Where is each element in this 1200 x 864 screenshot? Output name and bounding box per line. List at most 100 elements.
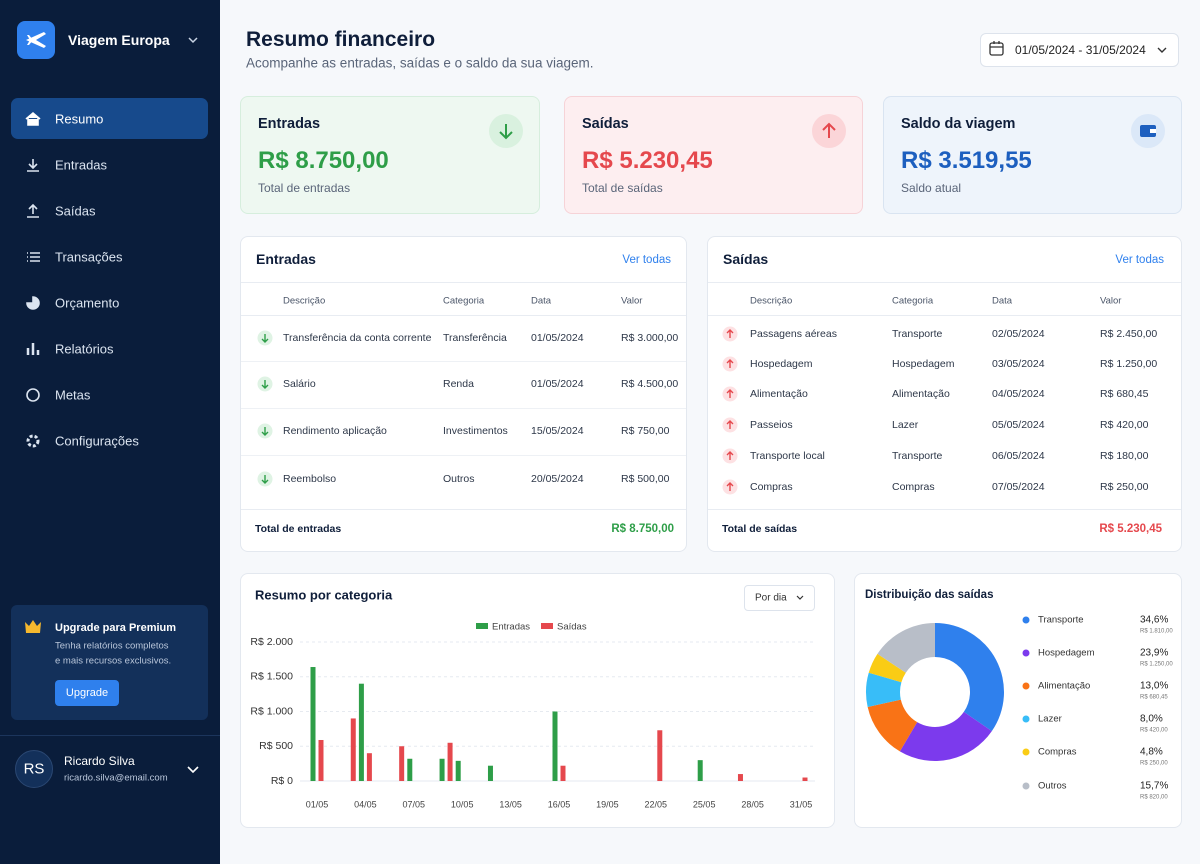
legend-dot: [1022, 649, 1030, 657]
table-cell: Lazer: [892, 419, 919, 431]
bar: [358, 683, 364, 781]
nav-item[interactable]: Metas: [55, 387, 91, 403]
nav-icon: [26, 296, 40, 310]
bar: [399, 746, 405, 781]
table-cell: R$ 420,00: [1100, 419, 1149, 431]
table-cell: Rendimento aplicação: [283, 425, 387, 437]
table-divider: [708, 282, 1181, 283]
nav-item[interactable]: Saídas: [55, 203, 96, 219]
table-cell: R$ 500,00: [621, 473, 670, 485]
calendar-icon: [990, 41, 1003, 48]
table-cell: Compras: [892, 481, 935, 493]
slice-percent: 13,0%: [1140, 681, 1168, 692]
user-name: Ricardo Silva: [64, 754, 135, 768]
row-icon-arrow: [261, 427, 269, 436]
legend-swatch: [541, 623, 553, 629]
nav-item[interactable]: Transações: [55, 249, 123, 265]
upgrade-text: Tenha relatórios completos: [55, 640, 169, 652]
table-cell: 03/05/2024: [992, 358, 1045, 370]
chart-panel: [240, 573, 835, 828]
table-cell: R$ 180,00: [1100, 450, 1149, 462]
date-picker[interactable]: [980, 33, 1179, 67]
period-select[interactable]: [744, 585, 815, 611]
slice-amount: R$ 250,00: [1140, 761, 1168, 767]
table-cell: Reembolso: [283, 473, 337, 485]
column-header: Valor: [1100, 295, 1122, 307]
bar: [657, 730, 663, 781]
bar: [407, 758, 413, 781]
pie-slice: [935, 623, 1004, 732]
card-title: Saldo da viagem: [901, 116, 1016, 132]
row-icon-arrow: [726, 389, 734, 398]
upgrade-button-label[interactable]: Upgrade: [65, 687, 109, 699]
table-cell: R$ 750,00: [621, 425, 670, 437]
bar: [455, 760, 461, 781]
nav-active[interactable]: [11, 98, 208, 139]
table-cell: Hospedagem: [750, 358, 813, 370]
page-title: Resumo financeiro: [246, 28, 436, 51]
logo-plane: [26, 32, 46, 48]
bar: [697, 760, 703, 781]
total-value: R$ 5.230,45: [1099, 523, 1162, 535]
table-cell: Transporte: [892, 450, 943, 462]
table-divider: [241, 509, 686, 510]
column-header: Categoria: [443, 295, 485, 307]
bar: [802, 777, 808, 781]
column-header: Descrição: [283, 295, 326, 307]
x-tick-label: 22/05: [645, 799, 668, 809]
y-tick-label: R$ 2.000: [250, 636, 293, 648]
table-divider: [708, 509, 1181, 510]
slice-amount: R$ 1.810,00: [1140, 629, 1173, 635]
pie-slice: [877, 623, 935, 673]
x-tick-label: 13/05: [499, 799, 522, 809]
nav-item[interactable]: Resumo: [55, 111, 104, 127]
nav-item[interactable]: Relatórios: [55, 341, 114, 357]
column-header: Valor: [621, 295, 643, 307]
table-cell: 06/05/2024: [992, 450, 1045, 462]
row-icon-arrow: [726, 451, 734, 460]
card-value: R$ 5.230,45: [582, 147, 713, 174]
table-cell: 20/05/2024: [531, 473, 584, 485]
legend-swatch: [476, 623, 488, 629]
chart-title: Distribuição das saídas: [865, 589, 994, 601]
period-label[interactable]: Por dia: [755, 592, 787, 604]
table-cell: R$ 3.000,00: [621, 332, 679, 344]
x-tick-label: 25/05: [693, 799, 716, 809]
date-range[interactable]: 01/05/2024 - 31/05/2024: [1015, 43, 1146, 57]
card-icon-arrow: [822, 122, 836, 138]
table-divider: [708, 315, 1181, 316]
table-cell: R$ 680,45: [1100, 388, 1149, 400]
table-link[interactable]: Ver todas: [622, 254, 671, 266]
bar: [487, 765, 493, 781]
nav-item[interactable]: Orçamento: [55, 295, 120, 311]
table-cell: Compras: [750, 481, 793, 493]
nav-item[interactable]: Configurações: [55, 433, 139, 449]
table-cell: R$ 2.450,00: [1100, 328, 1158, 340]
legend-dot: [1022, 782, 1030, 790]
table-title: Saídas: [723, 251, 769, 267]
pie-slice: [866, 672, 902, 708]
pie-slice: [899, 711, 992, 761]
table-cell: 15/05/2024: [531, 425, 584, 437]
bar: [737, 774, 743, 781]
slice-amount: R$ 820,00: [1140, 795, 1168, 801]
x-tick-label: 01/05: [306, 799, 329, 809]
row-icon-arrow: [726, 420, 734, 429]
bar: [318, 739, 324, 781]
nav-icon: [26, 343, 40, 355]
row-divider: [241, 455, 686, 456]
row-icon-arrow: [261, 334, 269, 343]
total-value: R$ 8.750,00: [611, 523, 674, 535]
nav-item[interactable]: Entradas: [55, 157, 108, 173]
column-header: Data: [992, 295, 1013, 307]
nav-icon: [25, 111, 41, 126]
legend-label: Transporte: [1038, 615, 1084, 626]
user-email: ricardo.silva@email.com: [64, 772, 168, 784]
table-link[interactable]: Ver todas: [1115, 254, 1164, 266]
nav-icon: [26, 388, 40, 402]
slice-percent: 23,9%: [1140, 648, 1168, 659]
table-title: Entradas: [256, 251, 316, 267]
pie-slice: [867, 699, 918, 752]
upgrade-button[interactable]: [55, 680, 119, 706]
